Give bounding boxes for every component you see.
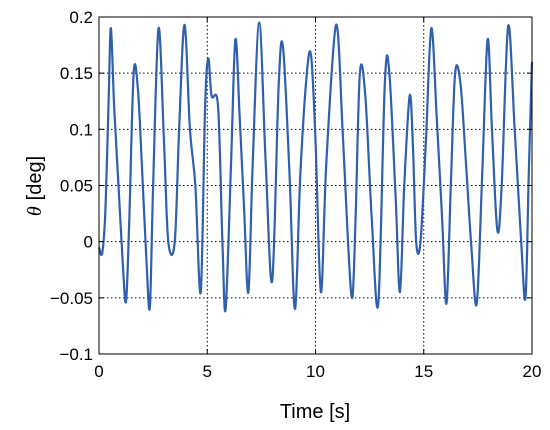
y-tick-label: 0 bbox=[84, 233, 93, 252]
y-tick-labels: −0.1 −0.05 0 0.05 0.1 0.15 0.2 bbox=[50, 8, 93, 364]
x-tick-label: 10 bbox=[306, 362, 325, 381]
x-tick-label: 5 bbox=[203, 362, 212, 381]
y-axis-symbol: θ bbox=[24, 206, 46, 216]
y-axis-label: θ [deg] bbox=[24, 156, 46, 216]
x-tick-label: 15 bbox=[414, 362, 433, 381]
x-axis-label: Time [s] bbox=[280, 401, 350, 423]
x-tick-labels: 0 5 10 15 20 bbox=[94, 362, 541, 381]
y-tick-label: −0.1 bbox=[59, 345, 93, 364]
series-line bbox=[97, 21, 534, 313]
x-tick-label: 20 bbox=[523, 362, 542, 381]
y-tick-label: 0.1 bbox=[69, 120, 93, 139]
x-tick-label: 0 bbox=[94, 362, 103, 381]
y-tick-label: 0.05 bbox=[60, 177, 93, 196]
series-layer bbox=[97, 21, 534, 313]
y-axis-unit: [deg] bbox=[24, 156, 46, 200]
y-tick-label: −0.05 bbox=[50, 289, 93, 308]
y-tick-label: 0.15 bbox=[60, 64, 93, 83]
y-tick-label: 0.2 bbox=[69, 8, 93, 27]
axis-ticks bbox=[98, 16, 533, 355]
